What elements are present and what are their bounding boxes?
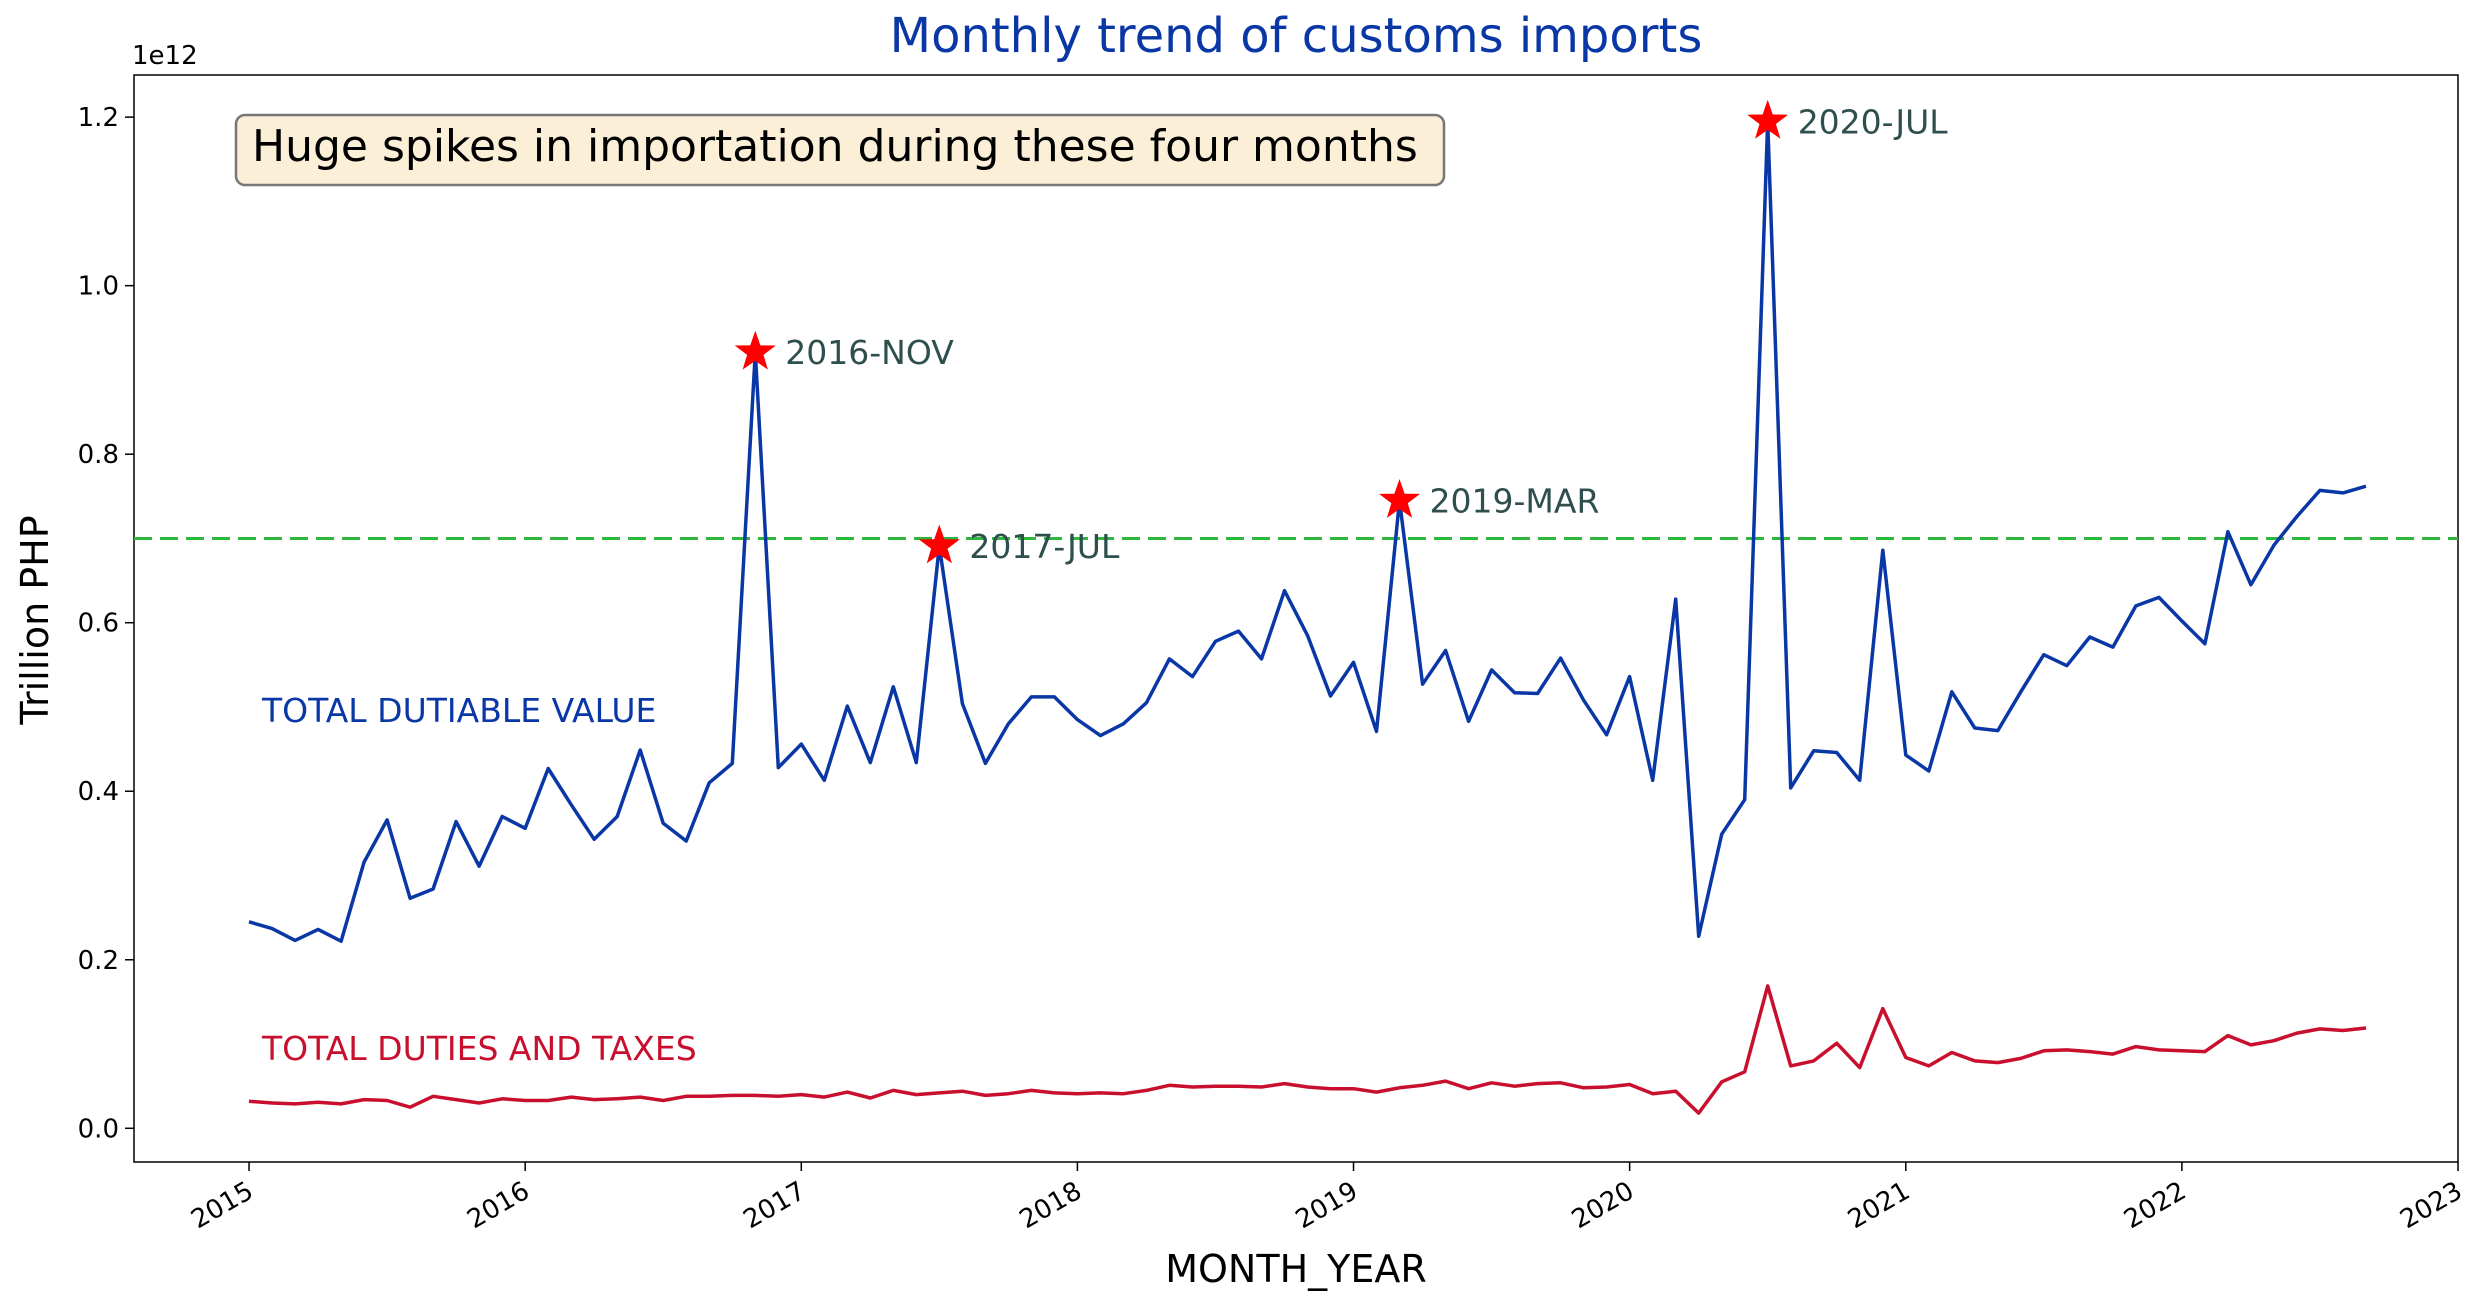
series-layer	[248, 119, 2367, 1115]
spike-marker	[734, 330, 776, 370]
spike-marker	[918, 524, 960, 564]
series-label-total-dutiable-value: TOTAL DUTIABLE VALUE	[261, 691, 656, 730]
y-tick-label: 0.2	[78, 946, 119, 976]
series-line-1	[248, 984, 2367, 1115]
annotation-box: Huge spikes in importation during these …	[234, 113, 1446, 187]
plot-frame	[133, 74, 2459, 1163]
spike-label: 2019-MAR	[1430, 482, 1600, 521]
spike-marker	[1747, 99, 1789, 139]
chart-title: Monthly trend of customs imports	[890, 8, 1703, 64]
x-tick-label: 2020	[1567, 1176, 1639, 1235]
annotation-box-frame	[234, 113, 1446, 187]
y-tick-label: 0.6	[78, 609, 119, 639]
series-label-total-duties-and-taxes: TOTAL DUTIES AND TAXES	[261, 1029, 697, 1068]
x-axis-label: MONTH_YEAR	[1165, 1247, 1427, 1291]
annotation-text: Huge spikes in importation during these …	[252, 121, 1418, 172]
y-tick-label: 0.4	[78, 777, 119, 807]
x-tick-label: 2019	[1291, 1176, 1363, 1235]
y-axis: 0.0 0.2 0.4 0.6 0.8 1.0 1.2	[78, 103, 134, 1144]
y-tick-label: 1.0	[78, 272, 119, 302]
y-axis-label: Trillion PHP	[13, 515, 57, 725]
series-line-0	[248, 119, 2367, 943]
x-tick-label: 2023	[2395, 1176, 2467, 1235]
spike-label: 2017-JUL	[969, 527, 1120, 566]
spike-label: 2016-NOV	[785, 333, 954, 372]
y-tick-label: 0.0	[78, 1114, 119, 1144]
x-tick-label: 2017	[738, 1176, 810, 1235]
y-offset-label: 1e12	[132, 41, 198, 71]
spike-layer: 2016-NOV 2017-JUL 2019-MAR 2020-JUL	[734, 99, 1949, 566]
y-tick-label: 0.8	[78, 440, 119, 470]
x-axis: 2015 2016 2017 2018 2019 2020 2021 2022 2023	[186, 1162, 2468, 1235]
y-tick-label: 1.2	[78, 103, 119, 133]
spike-marker	[1379, 478, 1421, 518]
x-tick-label: 2018	[1015, 1176, 1087, 1235]
spike-label: 2020-JUL	[1798, 102, 1949, 141]
x-tick-label: 2022	[2119, 1176, 2191, 1235]
x-tick-label: 2015	[186, 1176, 258, 1235]
x-tick-label: 2021	[1843, 1176, 1915, 1235]
x-tick-label: 2016	[462, 1176, 534, 1235]
